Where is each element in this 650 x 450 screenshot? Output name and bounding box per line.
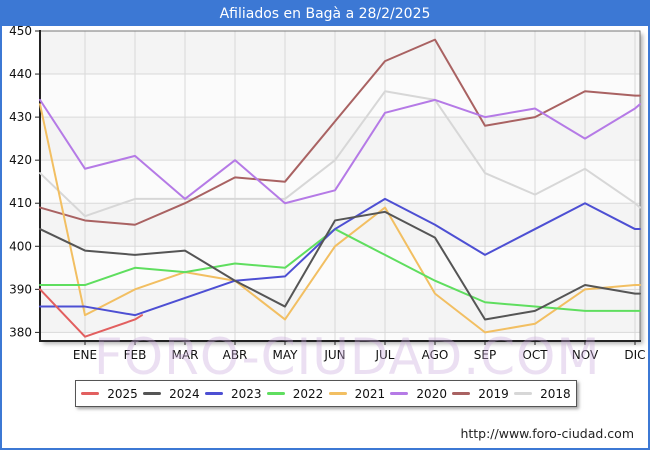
legend-item-2021: 2021	[328, 386, 386, 401]
y-tick-label: 400	[9, 239, 32, 253]
legend-swatch-2019	[452, 392, 471, 395]
x-tick-label: JUN	[323, 348, 345, 362]
footer-url[interactable]: http://www.foro-ciudad.com	[460, 426, 634, 441]
series-line-2018	[39, 90, 641, 218]
series-line-2025	[39, 288, 143, 338]
x-tick-label: ENE	[73, 348, 97, 362]
legend-item-2022: 2022	[266, 386, 324, 401]
series-line-2020	[39, 98, 641, 205]
legend-item-2018: 2018	[514, 387, 571, 401]
plot-band	[40, 31, 640, 75]
series-line-2024	[39, 210, 641, 321]
legend-swatch-2024	[143, 392, 162, 395]
series-line-2019	[39, 38, 641, 226]
legend-item-2023: 2023	[204, 386, 262, 401]
x-tick-label: JUL	[374, 348, 394, 362]
y-tick-label: 380	[9, 325, 32, 339]
chart-title: Afiliados en Bagà a 28/2/2025	[219, 6, 431, 22]
x-tick-label: DIC	[624, 348, 645, 362]
x-tick-label: MAR	[172, 348, 199, 362]
x-tick-label: ABR	[223, 348, 248, 362]
y-tick-label: 440	[9, 67, 32, 81]
legend-item-2019: 2019	[452, 387, 509, 401]
x-tick-label: AGO	[422, 348, 449, 362]
x-tick-label: FEB	[124, 348, 147, 362]
x-tick-label: MAY	[273, 348, 299, 362]
legend-swatch-2025	[81, 392, 100, 395]
x-tick-label: OCT	[522, 348, 548, 362]
legend-label-2023: 2023	[230, 386, 262, 401]
y-tick-label: 410	[9, 196, 32, 210]
afiliados-line-chart: 450 440 430 420 410 400 390 380 ENE FEB MAR ABR MAY J…	[9, 26, 645, 362]
legend-label-2021: 2021	[354, 386, 386, 401]
legend-label-2019: 2019	[478, 386, 509, 401]
x-tick-label: NOV	[572, 348, 599, 362]
plot-band	[40, 289, 640, 333]
legend-label-2024: 2024	[169, 386, 200, 401]
legend-swatch-2022	[266, 392, 285, 395]
legend-swatch-2023	[204, 392, 223, 395]
legend-label-2018: 2018	[540, 386, 571, 401]
legend-item-2025: 2025	[81, 387, 138, 401]
legend-item-2020: 2020	[390, 387, 447, 401]
y-tick-label: 430	[9, 110, 32, 124]
legend-item-2024: 2024	[143, 387, 200, 401]
series-line-2022	[39, 228, 641, 312]
legend-label-2025: 2025	[107, 386, 138, 401]
series-line-2021	[39, 103, 641, 334]
y-tick-label: 420	[9, 153, 32, 167]
y-tick-label: 450	[9, 26, 32, 38]
legend-label-2020: 2020	[416, 386, 447, 401]
chart-legend: 2025 2024 2023 2022 2021 2020 2019 2018	[75, 380, 577, 407]
legend-swatch-2020	[390, 392, 409, 395]
series-line-2023	[39, 197, 641, 317]
legend-swatch-2018	[514, 392, 533, 395]
y-tick-label: 390	[9, 282, 32, 296]
legend-label-2022: 2022	[292, 386, 324, 401]
x-tick-label: SEP	[474, 348, 496, 362]
legend-swatch-2021	[328, 392, 347, 395]
chart-title-bar: Afiliados en Bagà a 28/2/2025	[2, 2, 648, 26]
plot-band	[40, 203, 640, 247]
